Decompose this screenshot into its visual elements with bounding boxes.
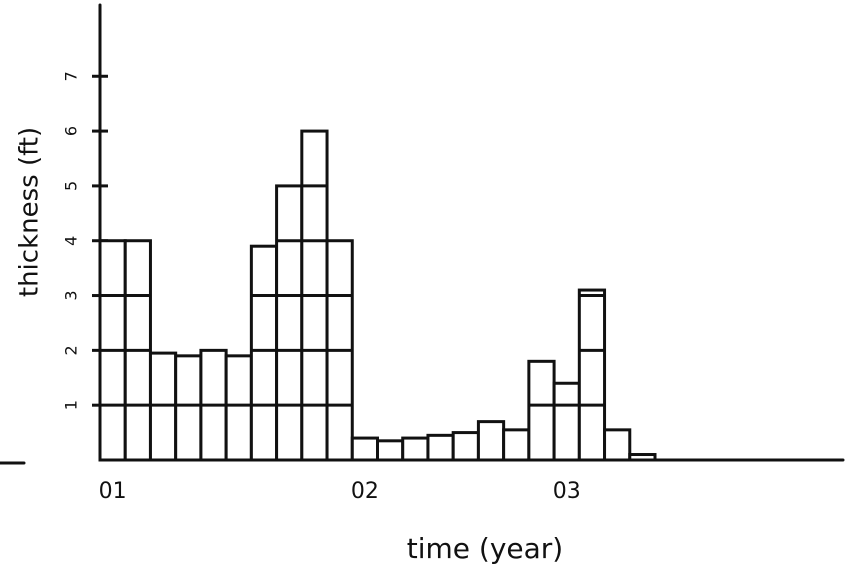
y-axis-title: thickness (ft) <box>15 127 45 297</box>
bar <box>376 439 405 462</box>
bar <box>552 381 581 462</box>
y-tick-label: 2 <box>62 345 81 355</box>
x-axis-title: time (year) <box>407 532 563 565</box>
y-tick-label: 4 <box>62 236 81 246</box>
x-tick-label: 02 <box>351 479 379 504</box>
x-tick-label: 03 <box>553 479 581 504</box>
bar <box>527 359 556 462</box>
bar <box>401 436 430 462</box>
bar <box>476 420 506 462</box>
bar <box>249 244 279 462</box>
bar <box>350 436 380 462</box>
bar <box>603 428 632 462</box>
y-tick-label: 3 <box>62 290 81 300</box>
bar <box>451 431 480 462</box>
bar <box>426 433 455 462</box>
y-tick-label: 7 <box>62 71 81 81</box>
bar <box>275 184 304 462</box>
bar <box>577 288 607 462</box>
y-tick-label: 1 <box>62 400 81 410</box>
x-tick-label: 01 <box>99 479 127 504</box>
bar <box>174 354 203 462</box>
bar <box>502 428 531 462</box>
y-tick-label: 6 <box>62 126 81 136</box>
y-tick-label: 5 <box>62 181 81 191</box>
bar <box>628 453 657 462</box>
bar <box>224 354 253 462</box>
